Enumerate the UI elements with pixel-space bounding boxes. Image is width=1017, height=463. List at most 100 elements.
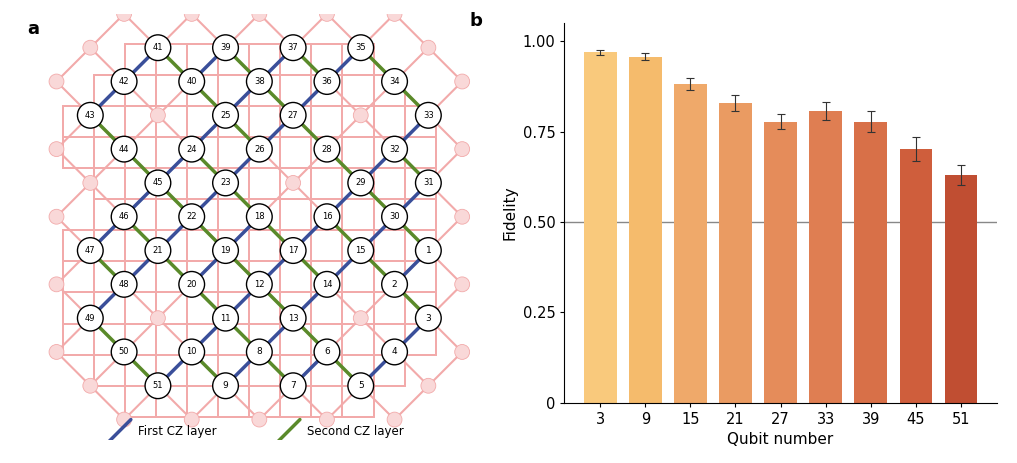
Text: First CZ layer: First CZ layer xyxy=(137,425,217,438)
Circle shape xyxy=(145,373,171,399)
Circle shape xyxy=(77,102,103,128)
Text: 30: 30 xyxy=(390,212,400,221)
Circle shape xyxy=(179,136,204,162)
Text: 45: 45 xyxy=(153,178,163,188)
Circle shape xyxy=(246,339,273,365)
Text: 21: 21 xyxy=(153,246,163,255)
Circle shape xyxy=(353,108,368,123)
Circle shape xyxy=(111,136,137,162)
Circle shape xyxy=(179,69,204,94)
Circle shape xyxy=(455,277,470,292)
Text: 12: 12 xyxy=(254,280,264,289)
Circle shape xyxy=(348,35,373,61)
Circle shape xyxy=(387,412,402,427)
Circle shape xyxy=(252,412,266,427)
Circle shape xyxy=(455,142,470,156)
Text: 31: 31 xyxy=(423,178,433,188)
Text: 36: 36 xyxy=(321,77,333,86)
Text: 10: 10 xyxy=(186,347,197,357)
Circle shape xyxy=(82,378,98,393)
Text: 16: 16 xyxy=(321,212,333,221)
Text: 25: 25 xyxy=(221,111,231,120)
Text: 37: 37 xyxy=(288,43,299,52)
Text: 4: 4 xyxy=(392,347,398,357)
Bar xyxy=(765,121,796,403)
Circle shape xyxy=(455,209,470,224)
Text: 15: 15 xyxy=(356,246,366,255)
Text: 44: 44 xyxy=(119,144,129,154)
Circle shape xyxy=(49,209,64,224)
Bar xyxy=(674,84,707,403)
Text: 49: 49 xyxy=(85,313,96,323)
Circle shape xyxy=(184,6,199,21)
Text: 20: 20 xyxy=(186,280,197,289)
Circle shape xyxy=(213,102,238,128)
Circle shape xyxy=(213,305,238,331)
Circle shape xyxy=(111,69,137,94)
Circle shape xyxy=(281,238,306,263)
Circle shape xyxy=(151,108,166,123)
Text: 7: 7 xyxy=(290,381,296,390)
Text: 3: 3 xyxy=(425,313,431,323)
Text: 33: 33 xyxy=(423,111,433,120)
Circle shape xyxy=(82,40,98,55)
Circle shape xyxy=(111,271,137,297)
Text: 14: 14 xyxy=(321,280,333,289)
Circle shape xyxy=(151,311,166,325)
Text: 46: 46 xyxy=(119,212,129,221)
Text: 35: 35 xyxy=(356,43,366,52)
Text: 22: 22 xyxy=(186,212,197,221)
Bar xyxy=(719,103,752,403)
Circle shape xyxy=(246,271,273,297)
Circle shape xyxy=(416,102,441,128)
Circle shape xyxy=(421,40,436,55)
Bar xyxy=(810,111,842,403)
Circle shape xyxy=(348,238,373,263)
Text: 5: 5 xyxy=(358,381,364,390)
Circle shape xyxy=(184,412,199,427)
Circle shape xyxy=(381,271,408,297)
Circle shape xyxy=(179,271,204,297)
Circle shape xyxy=(281,102,306,128)
Text: 32: 32 xyxy=(390,144,400,154)
Circle shape xyxy=(77,238,103,263)
Circle shape xyxy=(381,69,408,94)
Bar xyxy=(584,52,616,403)
Circle shape xyxy=(387,6,402,21)
Text: 40: 40 xyxy=(186,77,197,86)
Circle shape xyxy=(179,204,204,230)
Circle shape xyxy=(49,74,64,89)
Circle shape xyxy=(314,204,340,230)
Circle shape xyxy=(117,6,131,21)
Circle shape xyxy=(348,170,373,196)
Text: 8: 8 xyxy=(256,347,262,357)
Bar xyxy=(945,175,977,403)
Circle shape xyxy=(213,373,238,399)
Text: 38: 38 xyxy=(254,77,264,86)
Text: 19: 19 xyxy=(221,246,231,255)
Text: 29: 29 xyxy=(356,178,366,188)
Circle shape xyxy=(213,238,238,263)
Text: 26: 26 xyxy=(254,144,264,154)
Circle shape xyxy=(111,339,137,365)
Text: a: a xyxy=(27,20,40,38)
Circle shape xyxy=(314,136,340,162)
Circle shape xyxy=(252,6,266,21)
Text: 39: 39 xyxy=(221,43,231,52)
Circle shape xyxy=(77,305,103,331)
Text: 13: 13 xyxy=(288,313,298,323)
Circle shape xyxy=(145,35,171,61)
Text: 11: 11 xyxy=(221,313,231,323)
Text: 6: 6 xyxy=(324,347,330,357)
Circle shape xyxy=(286,175,301,190)
Text: 18: 18 xyxy=(254,212,264,221)
Circle shape xyxy=(213,35,238,61)
Circle shape xyxy=(49,344,64,359)
Circle shape xyxy=(381,136,408,162)
Text: 51: 51 xyxy=(153,381,163,390)
Text: 50: 50 xyxy=(119,347,129,357)
Circle shape xyxy=(314,69,340,94)
Text: 48: 48 xyxy=(119,280,129,289)
Circle shape xyxy=(145,170,171,196)
Circle shape xyxy=(416,305,441,331)
